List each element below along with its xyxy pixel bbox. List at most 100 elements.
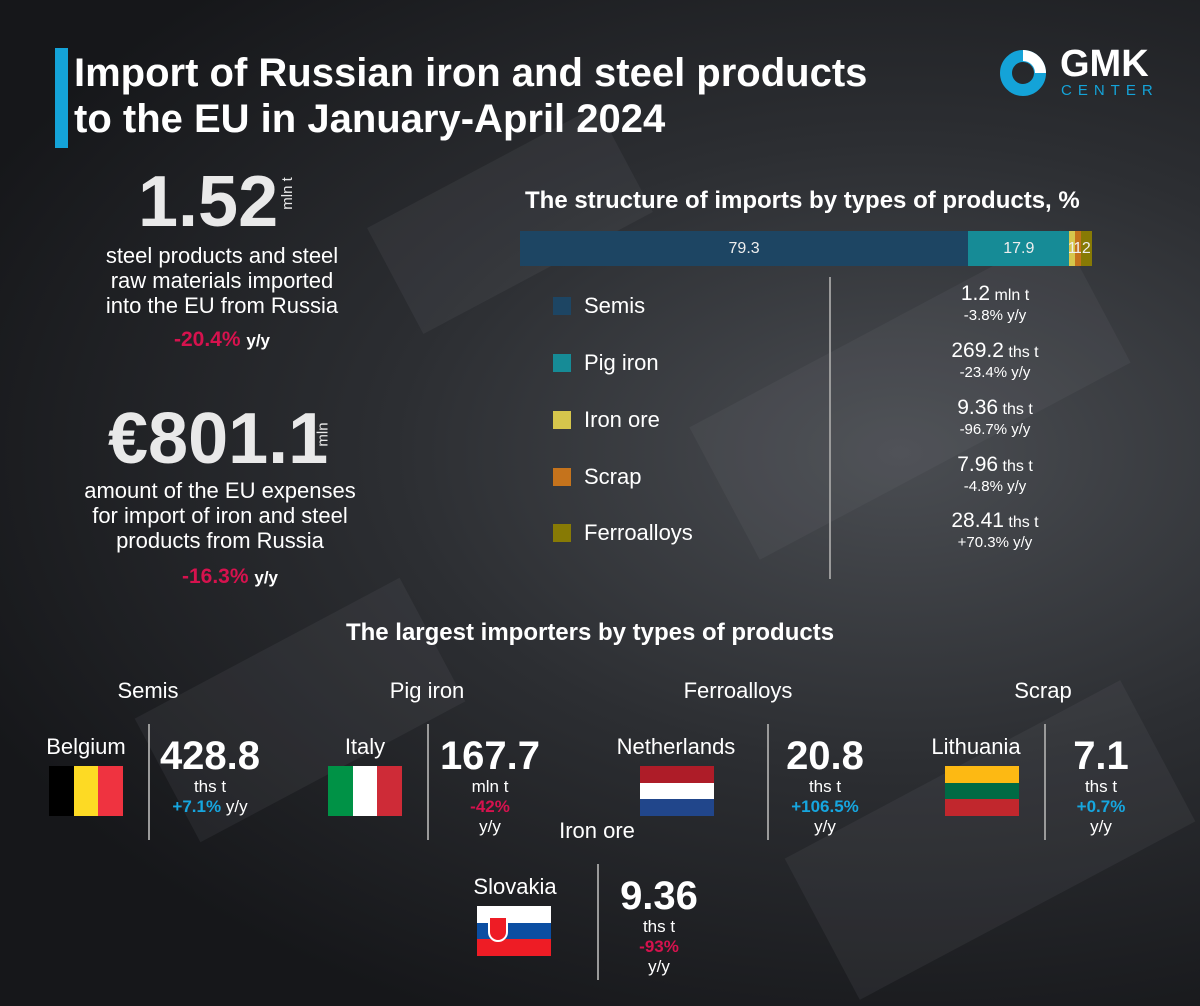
- legend-label: Scrap: [584, 464, 642, 489]
- volume-item: 9.36 ths t -96.7% y/y: [900, 396, 1090, 438]
- importer-unit: ths t: [808, 777, 842, 796]
- importer-value: 167.7: [439, 734, 541, 778]
- logo-sub: CENTER: [1061, 82, 1159, 99]
- volume-value: 28.41: [951, 509, 1004, 532]
- legend-swatch: [553, 411, 571, 429]
- desc-line: steel products and steel: [105, 243, 339, 268]
- yy-label: y/y: [1090, 817, 1112, 836]
- volume-change: -23.4% y/y: [959, 364, 1031, 381]
- kpi-cost-value: €801.1: [108, 399, 329, 479]
- importer-category: Scrap: [1014, 678, 1072, 703]
- desc-line: raw materials imported: [110, 268, 334, 293]
- volume-unit: ths t: [1008, 344, 1039, 361]
- kpi-volume-unit: mln t: [278, 177, 296, 210]
- kpi-volume-desc: steel products and steel raw materials i…: [52, 243, 392, 318]
- divider: [1044, 724, 1046, 840]
- volume-value: 7.96: [957, 453, 999, 476]
- importer-category: Semis: [117, 678, 179, 703]
- volume-item: 7.96 ths t -4.8% y/y: [900, 453, 1090, 495]
- importer-value: 20.8: [786, 734, 864, 778]
- logo-ring-icon: [1000, 50, 1046, 96]
- flag-netherlands-icon: [640, 766, 714, 817]
- change-value: -20.4%: [173, 328, 241, 351]
- chart-title: The structure of imports by types of pro…: [525, 187, 1080, 214]
- importer-change: +7.1%: [172, 797, 222, 816]
- importer-change: -93%: [639, 937, 679, 956]
- title-line: Import of Russian iron and steel product…: [74, 51, 868, 95]
- volume-item: 269.2 ths t -23.4% y/y: [900, 339, 1090, 381]
- kpi-cost-change: -16.3% y/y: [60, 565, 400, 589]
- gmk-center-logo: GMK CENTER: [998, 44, 1158, 100]
- legend-item: Scrap: [553, 464, 641, 490]
- importer-value: 9.36: [620, 874, 698, 918]
- volume-value: 1.2: [960, 282, 991, 305]
- stacked-bar: 79.3 17.9 1 1 2: [520, 231, 1092, 266]
- data-label: 17.9: [1003, 239, 1035, 257]
- divider: [148, 724, 150, 840]
- legend-item: Semis: [553, 293, 645, 319]
- flag-belgium-icon: [49, 766, 124, 816]
- importer-country: Netherlands: [616, 734, 736, 759]
- importers-title: The largest importers by types of produc…: [345, 619, 835, 646]
- volume-unit: mln t: [994, 287, 1030, 304]
- importer-country: Slovakia: [473, 874, 557, 899]
- volume-change: +70.3% y/y: [957, 534, 1033, 551]
- flag-lithuania-icon: [945, 766, 1019, 817]
- bar-segment-pig-iron: 17.9: [968, 231, 1070, 266]
- importer-stats: 7.1 ths t +0.7% y/y: [1026, 735, 1176, 837]
- importer-stats: 167.7 mln t -42% y/y: [415, 735, 565, 837]
- kpi-cost-desc: amount of the EU expenses for import of …: [50, 478, 390, 553]
- volume-change: -4.8% y/y: [963, 478, 1027, 495]
- legend-item: Ferroalloys: [553, 520, 693, 546]
- desc-line: products from Russia: [116, 528, 324, 553]
- background-block: [784, 680, 1196, 1000]
- importer-stats: 428.8 ths t +7.1% y/y: [135, 735, 285, 817]
- importer-stats: 9.36 ths t -93% y/y: [584, 875, 734, 977]
- divider: [829, 277, 831, 579]
- legend-item: Iron ore: [553, 407, 660, 433]
- bar-segment-semis: 79.3: [520, 231, 969, 266]
- desc-line: into the EU from Russia: [105, 293, 339, 318]
- page-title: Import of Russian iron and steel product…: [74, 50, 867, 142]
- data-label: 1: [1069, 239, 1076, 257]
- data-label: 1: [1075, 239, 1081, 257]
- importer-unit: mln t: [471, 777, 509, 796]
- volume-unit: ths t: [1002, 401, 1033, 418]
- divider: [427, 724, 429, 840]
- legend-swatch: [553, 524, 571, 542]
- volume-change: -3.8% y/y: [963, 307, 1027, 324]
- bar-segment-ferroalloys: 2: [1080, 231, 1092, 266]
- flag-italy-icon: [328, 766, 403, 816]
- legend-label: Pig iron: [584, 350, 659, 375]
- volume-value: 9.36: [957, 396, 999, 419]
- kpi-volume-value: 1.52: [138, 162, 279, 242]
- bar-segment-iron-ore: 1: [1069, 231, 1076, 266]
- yy-label: y/y: [246, 331, 271, 350]
- legend-swatch: [553, 468, 571, 486]
- title-accent-bar: [55, 48, 68, 148]
- yy-label: y/y: [254, 568, 279, 587]
- title-line: to the EU in January-April 2024: [74, 97, 666, 141]
- legend-label: Iron ore: [584, 407, 660, 432]
- importer-country: Belgium: [46, 734, 126, 759]
- data-label: 2: [1081, 239, 1091, 257]
- desc-line: for import of iron and steel: [92, 503, 348, 528]
- importer-category: Pig iron: [389, 678, 465, 703]
- importer-change: +106.5%: [791, 797, 859, 816]
- legend-label: Ferroalloys: [584, 520, 693, 545]
- yy-label: y/y: [479, 817, 501, 836]
- data-label: 79.3: [728, 239, 760, 257]
- legend-item: Pig iron: [553, 350, 659, 376]
- legend-swatch: [553, 354, 571, 372]
- volume-unit: ths t: [1008, 514, 1039, 531]
- importer-country: Italy: [344, 734, 386, 759]
- importer-unit: ths t: [193, 777, 227, 796]
- importer-category: Ferroalloys: [683, 678, 793, 703]
- importer-value: 7.1: [1073, 734, 1129, 778]
- importer-country: Lithuania: [931, 734, 1021, 759]
- kpi-cost-unit: mln: [314, 422, 332, 447]
- importer-unit: ths t: [642, 917, 676, 936]
- logo-name: GMK: [1060, 43, 1149, 85]
- importer-value: 428.8: [159, 734, 261, 778]
- importer-stats: 20.8 ths t +106.5% y/y: [750, 735, 900, 837]
